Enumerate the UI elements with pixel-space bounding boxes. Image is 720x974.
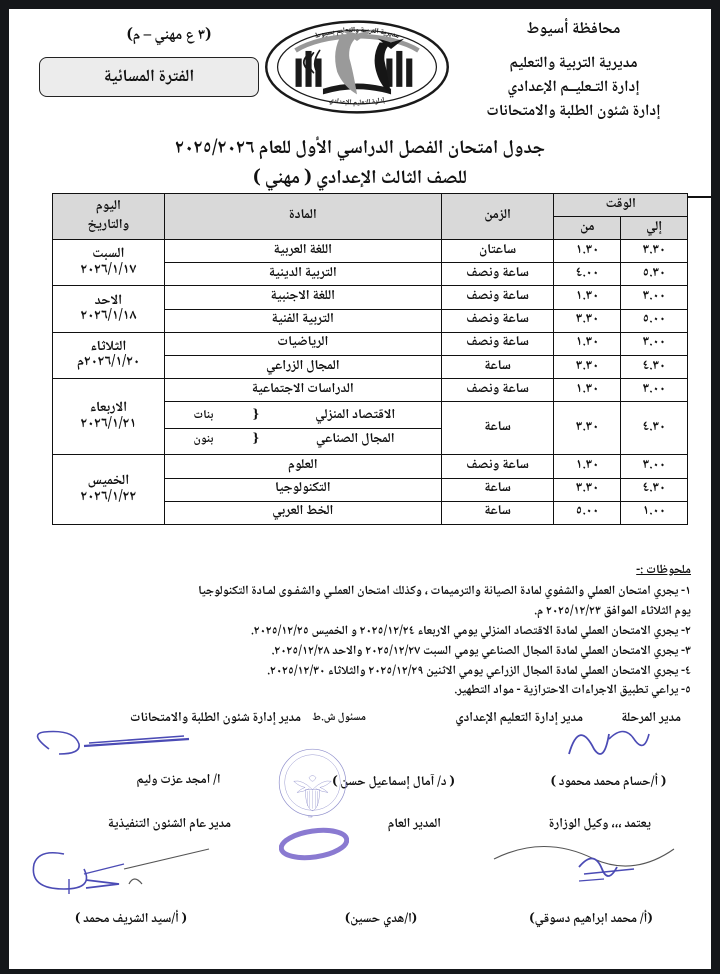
svg-text:مديرية التربية والتعليم: مديرية التربية والتعليم bbox=[264, 734, 348, 788]
